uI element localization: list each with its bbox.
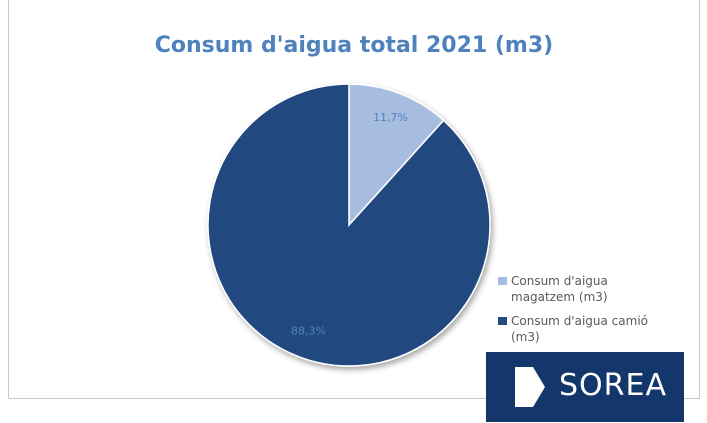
pie-labels: 11,7% 88,3% [291, 111, 408, 337]
data-label-magatzem: 11,7% [373, 111, 408, 124]
legend: Consum d'aigua magatzem (m3) Consum d'ai… [498, 273, 668, 353]
legend-item-camio: Consum d'aigua camió (m3) [498, 313, 668, 345]
sorea-logo: SOREA [486, 352, 684, 422]
chart-title: Consum d'aigua total 2021 (m3) [154, 33, 554, 58]
legend-label-camio: Consum d'aigua camió (m3) [511, 314, 648, 344]
pie-slice-camio [207, 83, 491, 367]
pie-slice-magatzem [348, 83, 445, 227]
data-label-camio: 88,3% [291, 324, 326, 337]
legend-swatch-magatzem [498, 277, 507, 285]
legend-swatch-camio [498, 317, 507, 325]
pie-slices [207, 83, 491, 367]
logo-text: SOREA [559, 368, 667, 403]
pie-chart: 11,7% 88,3% [207, 83, 491, 367]
legend-item-magatzem: Consum d'aigua magatzem (m3) [498, 273, 668, 305]
chart-frame: Consum d'aigua total 2021 (m3) 11,7% 88,3… [8, 0, 700, 399]
logo-mark-icon [515, 367, 545, 407]
legend-label-magatzem: Consum d'aigua magatzem (m3) [511, 274, 608, 304]
